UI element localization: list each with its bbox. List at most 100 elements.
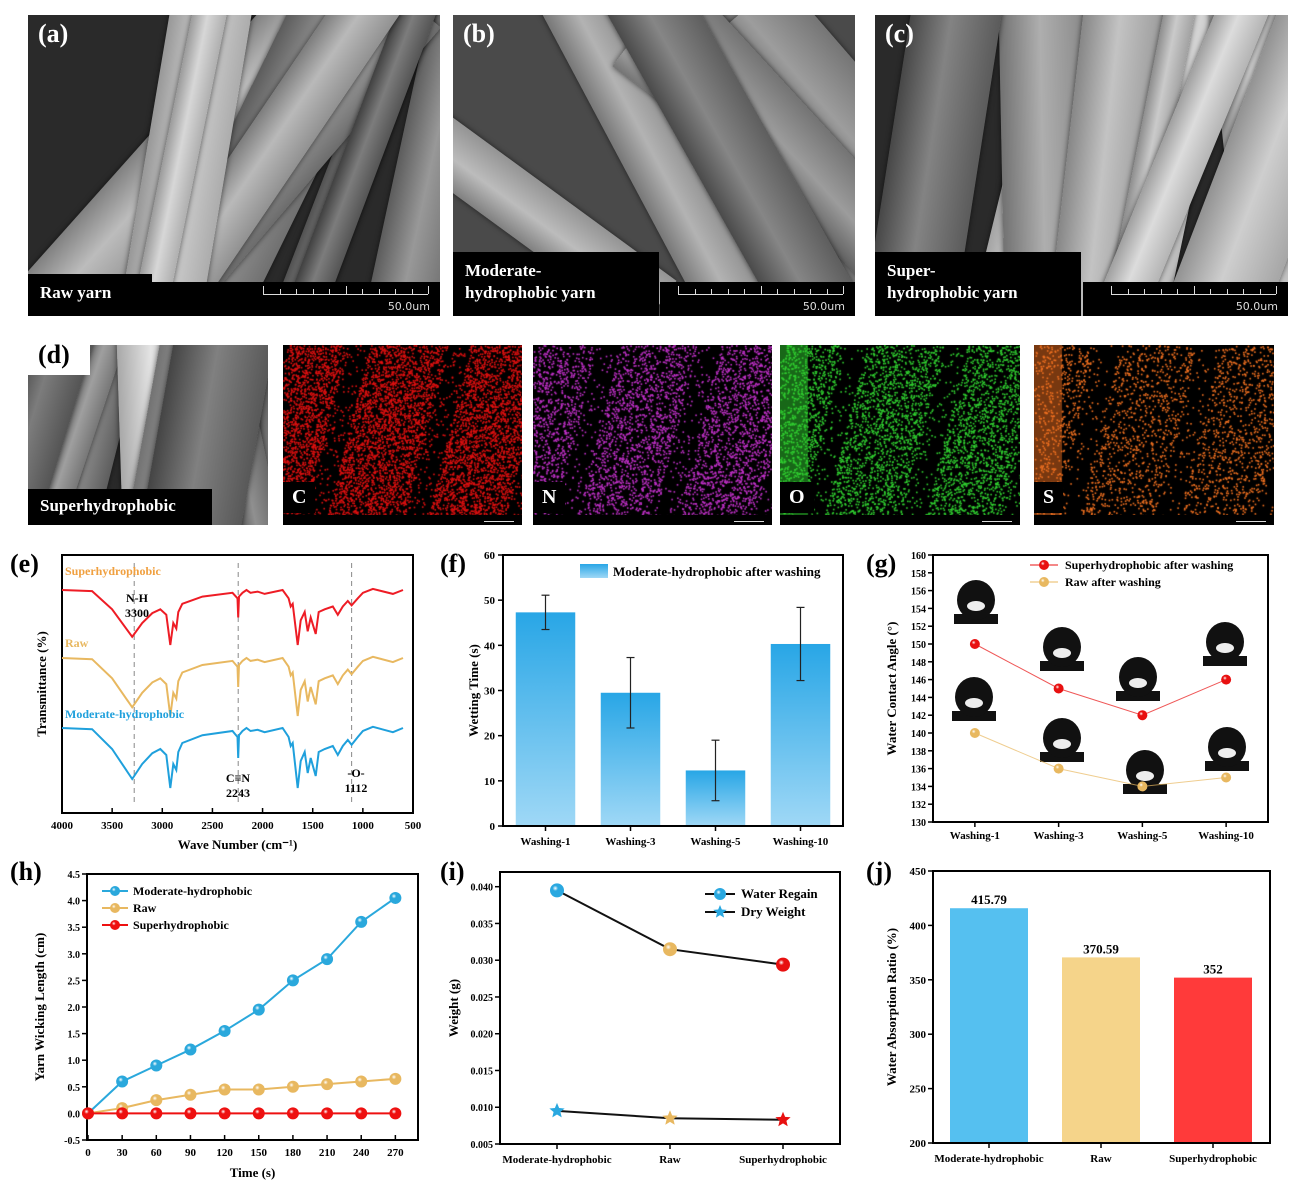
scale-tick	[1193, 286, 1195, 294]
x-tick-label: 270	[387, 1147, 404, 1159]
legend-label: Moderate-hydrophobic	[133, 884, 253, 898]
scale-tick	[1144, 289, 1145, 294]
data-point	[355, 915, 368, 928]
y-tick-label: 400	[910, 920, 927, 932]
element-distribution	[780, 345, 1020, 525]
droplet-icon	[955, 677, 993, 717]
scale-tick	[1111, 286, 1112, 294]
panel-label-d: (d)	[38, 340, 70, 369]
scale-tick	[1243, 289, 1244, 294]
y-tick-label: 1.0	[68, 1056, 81, 1067]
panel-label-e: (e)	[10, 549, 39, 578]
scale-label: 50.0um	[387, 300, 430, 313]
y-tick-label: 40	[484, 640, 496, 652]
panel-label-a: (a)	[38, 19, 69, 48]
legend-marker	[1039, 560, 1049, 570]
series-line	[87, 897, 396, 1115]
data-point	[252, 1003, 265, 1016]
series-label: Superhydrophobic	[65, 564, 161, 578]
x-tick-label: Washing-10	[1198, 830, 1254, 842]
data-point	[150, 1107, 163, 1120]
x-tick-label: Raw	[659, 1154, 680, 1166]
droplet-highlight	[967, 601, 985, 611]
y-tick-label: 160	[911, 551, 926, 562]
series-label: Moderate-hydrophobic	[65, 707, 185, 721]
y-tick-label: 350	[910, 975, 927, 987]
y-tick-label: 10	[484, 776, 496, 788]
ftir-line-moderate-hydrophobic	[61, 725, 404, 789]
data-point	[286, 1107, 299, 1120]
x-tick-label: 150	[251, 1147, 268, 1159]
series-label: Raw	[65, 636, 89, 650]
bar-value-label: 415.79	[971, 892, 1007, 907]
eds-map-nitrogen: N	[533, 345, 772, 525]
plot-frame	[932, 870, 1271, 1144]
x-tick-label: Superhydrophobic	[739, 1154, 827, 1166]
data-point	[1053, 683, 1064, 694]
plot-frame	[932, 554, 1269, 823]
scale-label: 50.0um	[1235, 300, 1278, 313]
x-tick-label: 2000	[252, 820, 275, 832]
scale-tick	[378, 289, 380, 294]
data-point	[150, 1094, 163, 1107]
y-tick-label: 4.5	[68, 870, 81, 881]
scale-tick	[1127, 289, 1129, 294]
scale-tick	[312, 289, 314, 294]
y-tick-label: 150	[911, 640, 926, 651]
scale-tick	[1226, 289, 1228, 294]
data-point	[550, 883, 564, 898]
x-tick-label: 1000	[352, 820, 375, 832]
x-tick-label: 1500	[302, 820, 325, 832]
y-tick-label: 0.010	[471, 1103, 494, 1114]
eds-info-bar	[533, 515, 772, 525]
x-tick-label: Raw	[1090, 1153, 1111, 1165]
droplet-image	[1040, 718, 1084, 762]
x-tick-label: 3000	[151, 820, 174, 832]
scale-tick	[727, 289, 729, 294]
legend-label: Dry Weight	[741, 904, 806, 919]
y-tick-label: 30	[484, 686, 496, 698]
data-point	[1053, 763, 1064, 774]
eds-map-carbon: C	[283, 345, 522, 525]
sem-image-superhydrophobic-yarn: (c) Super- hydrophobic yarn 50.0um	[875, 15, 1288, 316]
scale-ticks	[1111, 286, 1277, 295]
x-tick-label: 210	[319, 1147, 336, 1159]
droplet-highlight	[1129, 678, 1147, 688]
data-point	[389, 1072, 402, 1085]
data-point	[218, 1083, 231, 1096]
scale-tick	[329, 289, 330, 294]
caption-line: Moderate-	[465, 261, 542, 280]
eds-map-sulfur: S	[1034, 345, 1274, 525]
sem-image-moderate-hydrophobic-yarn: (b) Moderate- hydrophobic yarn 50.0um	[453, 15, 855, 316]
ftir-line-superhydrophobic	[61, 587, 404, 646]
legend-marker-star	[713, 905, 727, 918]
x-tick-label: Washing-3	[605, 836, 656, 848]
legend-label: Water Regain	[741, 886, 818, 901]
y-tick-label: 0.035	[471, 919, 494, 930]
scale-bar	[982, 521, 1012, 522]
droplet-icon	[957, 580, 995, 620]
annotation-value: 3300	[125, 606, 149, 620]
y-tick-label: 0.015	[471, 1066, 494, 1077]
droplet-image	[1205, 727, 1249, 771]
scale-bar	[1236, 521, 1266, 522]
legend-label: Raw	[133, 901, 157, 915]
panel-label-g: (g)	[866, 549, 896, 578]
scale-tick	[1210, 289, 1211, 294]
scale-tick	[279, 289, 281, 294]
data-point	[184, 1043, 197, 1056]
y-tick-label: 158	[911, 569, 926, 580]
y-axis-label: Water Contact Angle (°)	[884, 622, 899, 756]
x-tick-label: 4000	[51, 820, 74, 832]
scale-tick	[395, 289, 396, 294]
scale-tick	[793, 289, 795, 294]
scale-tick	[760, 286, 762, 294]
data-point	[1221, 674, 1232, 685]
y-tick-label: 3.5	[68, 923, 81, 934]
scale-tick	[826, 289, 828, 294]
data-point	[355, 1075, 368, 1088]
y-tick-label: 4.0	[68, 897, 81, 908]
annotation-label: -O-	[347, 766, 364, 780]
y-tick-label: 2.5	[68, 976, 81, 987]
